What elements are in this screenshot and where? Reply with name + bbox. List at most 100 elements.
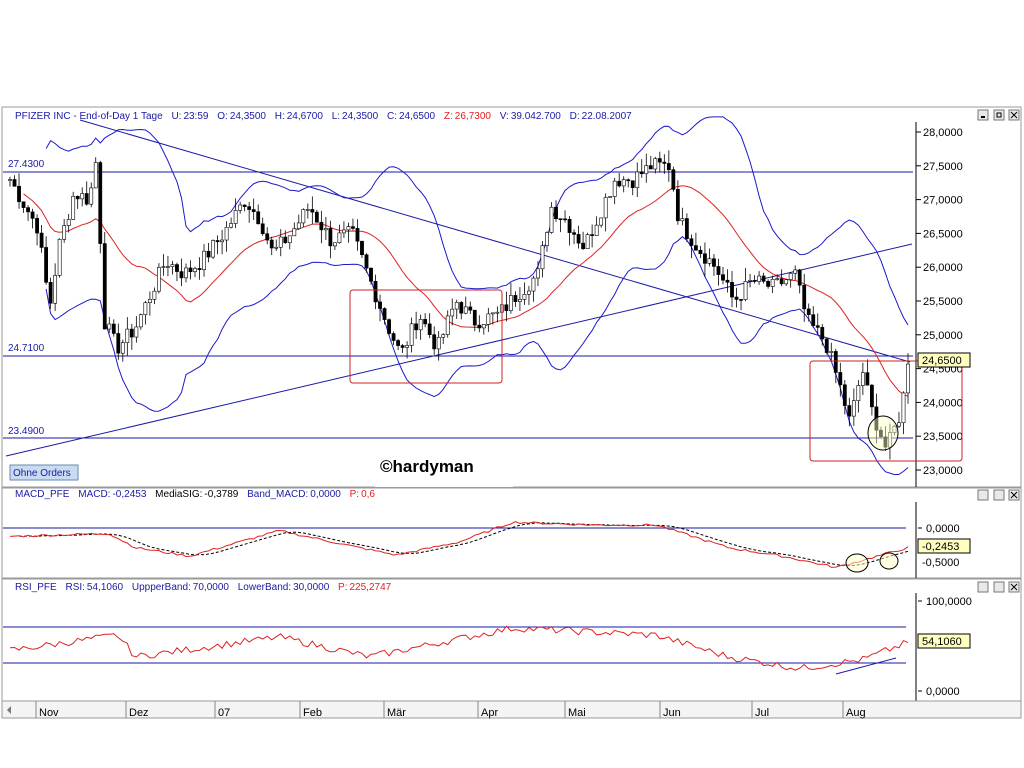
time-axis-bar [1,700,1022,719]
candle-body [477,324,482,329]
price-axis: 28,0000 27,5000 27,0000 26,5000 26,0000 25,50… [916,127,963,477]
candle-body [508,295,513,311]
candle-body [337,232,342,244]
month-label: Mai [568,707,586,719]
maximize-button[interactable] [993,109,1005,121]
candle-body [319,221,324,231]
candle-body [748,280,752,282]
candle-body [842,384,847,406]
candle-body [784,279,789,285]
candle-body [57,239,62,276]
candle-body [405,345,410,348]
candle-body [549,206,554,233]
candle-body [152,290,157,300]
month-label: Jun [663,707,681,719]
candle-body [414,323,419,331]
minimize-icon [981,116,985,118]
candle-body [906,363,910,394]
candle-body [626,179,631,182]
candle-body [193,268,197,273]
candle-body [590,234,595,236]
candle-body [242,204,247,207]
rsi-panel-controls [977,581,1020,593]
candle-body [657,158,662,163]
candle-body [869,384,874,408]
candle-body [301,209,306,224]
rsi-header: RSI_PFE RSI: 54,1060 UppperBand: 70,0000 L… [15,582,392,593]
bollinger-lower-band [45,236,909,476]
candle-body [563,218,567,221]
candle-body [107,323,112,330]
candle-body [888,432,892,448]
candle-body [369,267,373,282]
orders-button[interactable] [9,464,79,481]
candle-body [328,228,333,247]
candle-body [233,210,238,224]
candle-body [197,268,202,270]
candle-body [653,158,658,170]
candle-body [432,334,437,350]
candle-body [698,249,703,255]
candle-body [220,239,224,243]
candle-body [558,218,563,220]
candle-body [567,219,572,233]
candle-body [310,209,315,213]
rsi-maximize-button[interactable] [993,581,1005,593]
candle-body [518,299,522,302]
candle-body [833,351,838,373]
candle-body [829,351,834,353]
candle-body [811,314,816,326]
candle-body [820,327,825,340]
candle-body [694,245,698,251]
macd-minimize-button[interactable] [977,489,989,501]
candle-body [360,240,364,256]
candle-body [116,333,121,354]
price-badge [917,352,971,368]
rsi-minimize-button[interactable] [977,581,989,593]
minimize-button[interactable] [977,109,989,121]
watermark: ©hardyman [380,457,474,476]
price-header-bar [3,108,1020,122]
candle-body [179,271,184,279]
candle-body [292,228,297,237]
candle-body [721,274,725,281]
macd-header: MACD_PFE MACD: -0,2453 MediaSIG: -0,3789 B… [15,489,375,500]
candle-body [504,304,509,311]
candle-body [757,275,761,282]
price-axis-label: 23,5000 [923,431,963,443]
candle-body [594,224,599,236]
candle-body [8,179,12,181]
rsi-close-icon [1010,583,1018,591]
candle-body [274,246,279,249]
candle-body [581,242,585,249]
candle-body [892,425,897,433]
macd-highlight-circle-2 [879,552,899,570]
price-axis-label: 27,0000 [923,195,963,207]
scroll-left-icon[interactable] [7,706,11,714]
candle-body [39,232,44,248]
rsi-badge-value: 54,1060 [922,636,962,648]
highlight-circle-price [867,415,899,451]
candle-body [454,302,459,310]
candle-body [382,308,387,320]
candle-body [111,323,116,334]
candle-body [856,385,861,402]
candle-body [775,278,780,281]
macd-axis-label-zero: 0,0000 [926,523,960,535]
candle-body [779,278,784,285]
candle-body [576,234,581,244]
moving-average-line [23,185,909,397]
candle-body [342,229,346,234]
macd-maximize-button[interactable] [993,489,1005,501]
price-axis-label: 28,0000 [923,127,963,139]
candle-body [838,372,843,386]
candle-body [396,340,400,346]
candle-body [851,400,856,417]
candle-body [486,313,491,325]
candle-body [102,243,107,330]
candle-body [621,179,626,187]
candle-body [662,161,667,164]
macd-signal-line [18,522,909,567]
candle-body [436,336,441,350]
candle-body [712,258,716,267]
